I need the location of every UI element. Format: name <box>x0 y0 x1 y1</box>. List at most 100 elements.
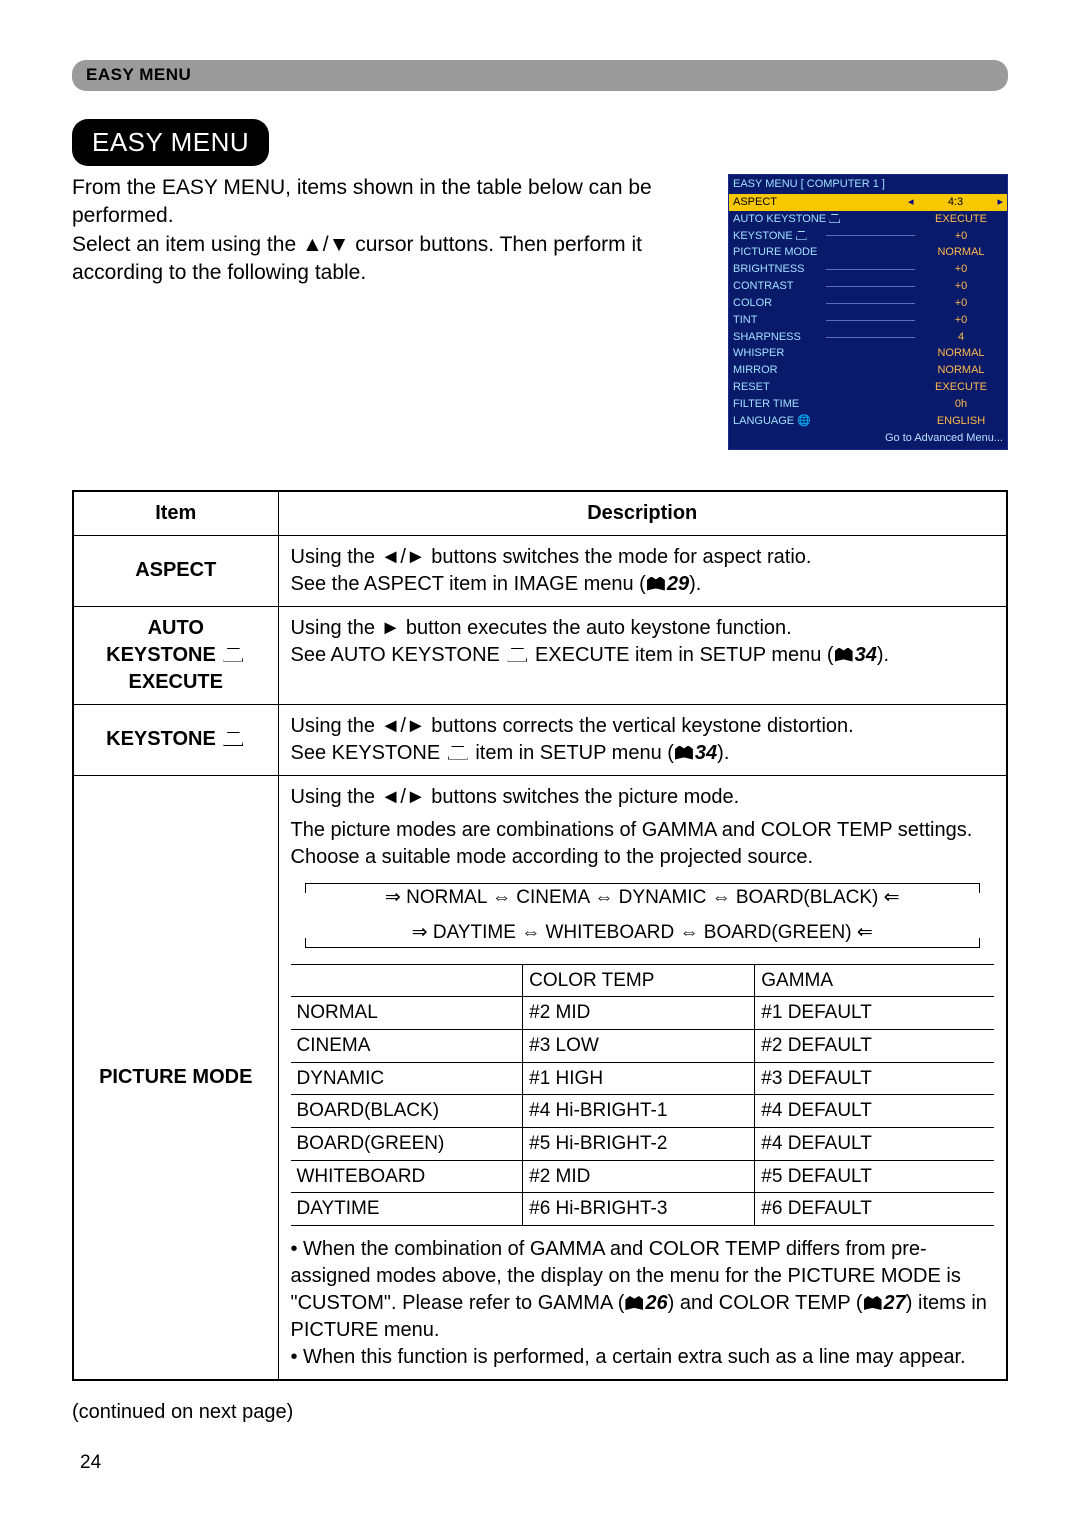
t: item in SETUP menu ( <box>470 742 674 764</box>
t: Using the <box>291 715 381 737</box>
osd-slider <box>826 235 915 236</box>
osd-label: KEYSTONE <box>733 229 822 244</box>
osd-value: +0 <box>919 313 1003 328</box>
osd-label: TINT <box>733 313 822 328</box>
keystone-icon <box>448 746 468 760</box>
lr-arrows-icon: ◄/► <box>381 715 426 737</box>
t: button executes the auto keystone functi… <box>400 617 791 639</box>
t: See the ASPECT item in IMAGE menu ( <box>291 573 646 595</box>
osd-row: SHARPNESS 4 <box>729 329 1007 346</box>
t: ) and COLOR TEMP ( <box>668 1292 863 1314</box>
intro-text: From the EASY MENU, items shown in the t… <box>72 174 704 450</box>
osd-label: SHARPNESS <box>733 330 822 345</box>
osd-value: +0 <box>919 279 1003 294</box>
flow-row-1: NORMAL ⇔ CINEMA ⇔ DYNAMIC ⇔ BOARD(BLACK) <box>406 887 878 908</box>
osd-value: 4 <box>919 330 1003 345</box>
keystone-icon <box>223 732 243 746</box>
t: AUTO <box>148 617 204 639</box>
osd-label: CONTRAST <box>733 279 822 294</box>
desc-auto-keystone: Using the ► button executes the auto key… <box>278 606 1007 704</box>
desc-aspect: Using the ◄/► buttons switches the mode … <box>278 535 1007 606</box>
osd-value: +0 <box>919 229 1003 244</box>
book-icon <box>835 648 853 662</box>
osd-slider <box>826 320 915 321</box>
osd-slider <box>826 303 915 304</box>
inner-cell: #4 Hi-BRIGHT-1 <box>523 1095 755 1128</box>
osd-value: +0 <box>919 262 1003 277</box>
inner-cell: #2 MID <box>523 997 755 1030</box>
book-icon <box>647 577 665 591</box>
lr-arrows-icon: ◄/► <box>381 786 426 808</box>
page-ref: 27 <box>884 1292 906 1314</box>
keystone-icon <box>796 231 807 240</box>
page-ref: 34 <box>855 644 877 666</box>
osd-footer: Go to Advanced Menu... <box>729 430 1007 447</box>
osd-label: LANGUAGE 🌐 <box>733 414 919 429</box>
t: ). <box>877 644 889 666</box>
osd-row: MIRRORNORMAL <box>729 362 1007 379</box>
keystone-icon <box>829 214 840 223</box>
inner-cell: #1 HIGH <box>523 1062 755 1095</box>
page-number: 24 <box>80 1450 101 1476</box>
intro-line2a: Select an item using the <box>72 233 302 256</box>
header-item: Item <box>73 491 278 536</box>
inner-cell: WHITEBOARD <box>291 1160 523 1193</box>
osd-row: RESETEXECUTE <box>729 379 1007 396</box>
osd-title: EASY MENU [ COMPUTER 1 ] <box>729 175 1007 194</box>
inner-header-cell <box>291 964 523 997</box>
desc-keystone: Using the ◄/► buttons corrects the verti… <box>278 704 1007 775</box>
inner-cell: #5 Hi-BRIGHT-2 <box>523 1128 755 1161</box>
osd-row: COLOR +0 <box>729 295 1007 312</box>
osd-slider <box>826 337 915 338</box>
inner-cell: #4 DEFAULT <box>755 1095 994 1128</box>
osd-row: FILTER TIME0h <box>729 396 1007 413</box>
osd-value: NORMAL <box>919 245 1003 260</box>
intro-section: From the EASY MENU, items shown in the t… <box>72 174 1008 450</box>
inner-cell: #4 DEFAULT <box>755 1128 994 1161</box>
item-keystone: KEYSTONE <box>73 704 278 775</box>
osd-row: WHISPERNORMAL <box>729 345 1007 362</box>
t: ). <box>717 742 729 764</box>
t: EXECUTE <box>129 671 223 693</box>
inner-cell: #2 MID <box>523 1160 755 1193</box>
t: buttons switches the mode for aspect rat… <box>426 546 812 568</box>
osd-label: BRIGHTNESS <box>733 262 822 277</box>
right-arrow-icon: ▸ <box>997 195 1003 210</box>
osd-label: ASPECT <box>733 195 908 210</box>
breadcrumb: EASY MENU <box>72 60 1008 91</box>
osd-row: AUTO KEYSTONE EXECUTE <box>729 211 1007 228</box>
osd-label: PICTURE MODE <box>733 245 919 260</box>
right-arrow-icon: ► <box>381 617 401 639</box>
page-title: EASY MENU <box>72 119 269 166</box>
inner-header-cell: COLOR TEMP <box>523 964 755 997</box>
item-auto-keystone: AUTO KEYSTONE EXECUTE <box>73 606 278 704</box>
intro-line1: From the EASY MENU, items shown in the t… <box>72 176 652 227</box>
desc-picture-mode: Using the ◄/► buttons switches the pictu… <box>278 775 1007 1380</box>
item-aspect: ASPECT <box>73 535 278 606</box>
osd-row: PICTURE MODENORMAL <box>729 244 1007 261</box>
osd-row: ASPECT◂4:3▸ <box>729 194 1007 211</box>
item-picture-mode: PICTURE MODE <box>73 775 278 1380</box>
page-ref: 26 <box>645 1292 667 1314</box>
osd-value: ENGLISH <box>919 414 1003 429</box>
inner-cell: #1 DEFAULT <box>755 997 994 1030</box>
t: ). <box>689 573 701 595</box>
osd-value: +0 <box>919 296 1003 311</box>
t: buttons switches the picture mode. <box>426 786 740 808</box>
osd-value: 0h <box>919 397 1003 412</box>
osd-label: RESET <box>733 380 919 395</box>
t: • When this function is performed, a cer… <box>291 1346 966 1368</box>
osd-value: 4:3 <box>913 195 997 210</box>
osd-value: EXECUTE <box>919 380 1003 395</box>
osd-label: FILTER TIME <box>733 397 919 412</box>
inner-cell: #6 Hi-BRIGHT-3 <box>523 1193 755 1226</box>
book-icon <box>675 746 693 760</box>
inner-cell: NORMAL <box>291 997 523 1030</box>
t: KEYSTONE <box>106 644 221 666</box>
t: EXECUTE item in SETUP menu ( <box>529 644 833 666</box>
osd-label: COLOR <box>733 296 822 311</box>
page-ref: 34 <box>695 742 717 764</box>
continued-note: (continued on next page) <box>72 1399 1008 1426</box>
inner-header-cell: GAMMA <box>755 964 994 997</box>
osd-label: MIRROR <box>733 363 919 378</box>
